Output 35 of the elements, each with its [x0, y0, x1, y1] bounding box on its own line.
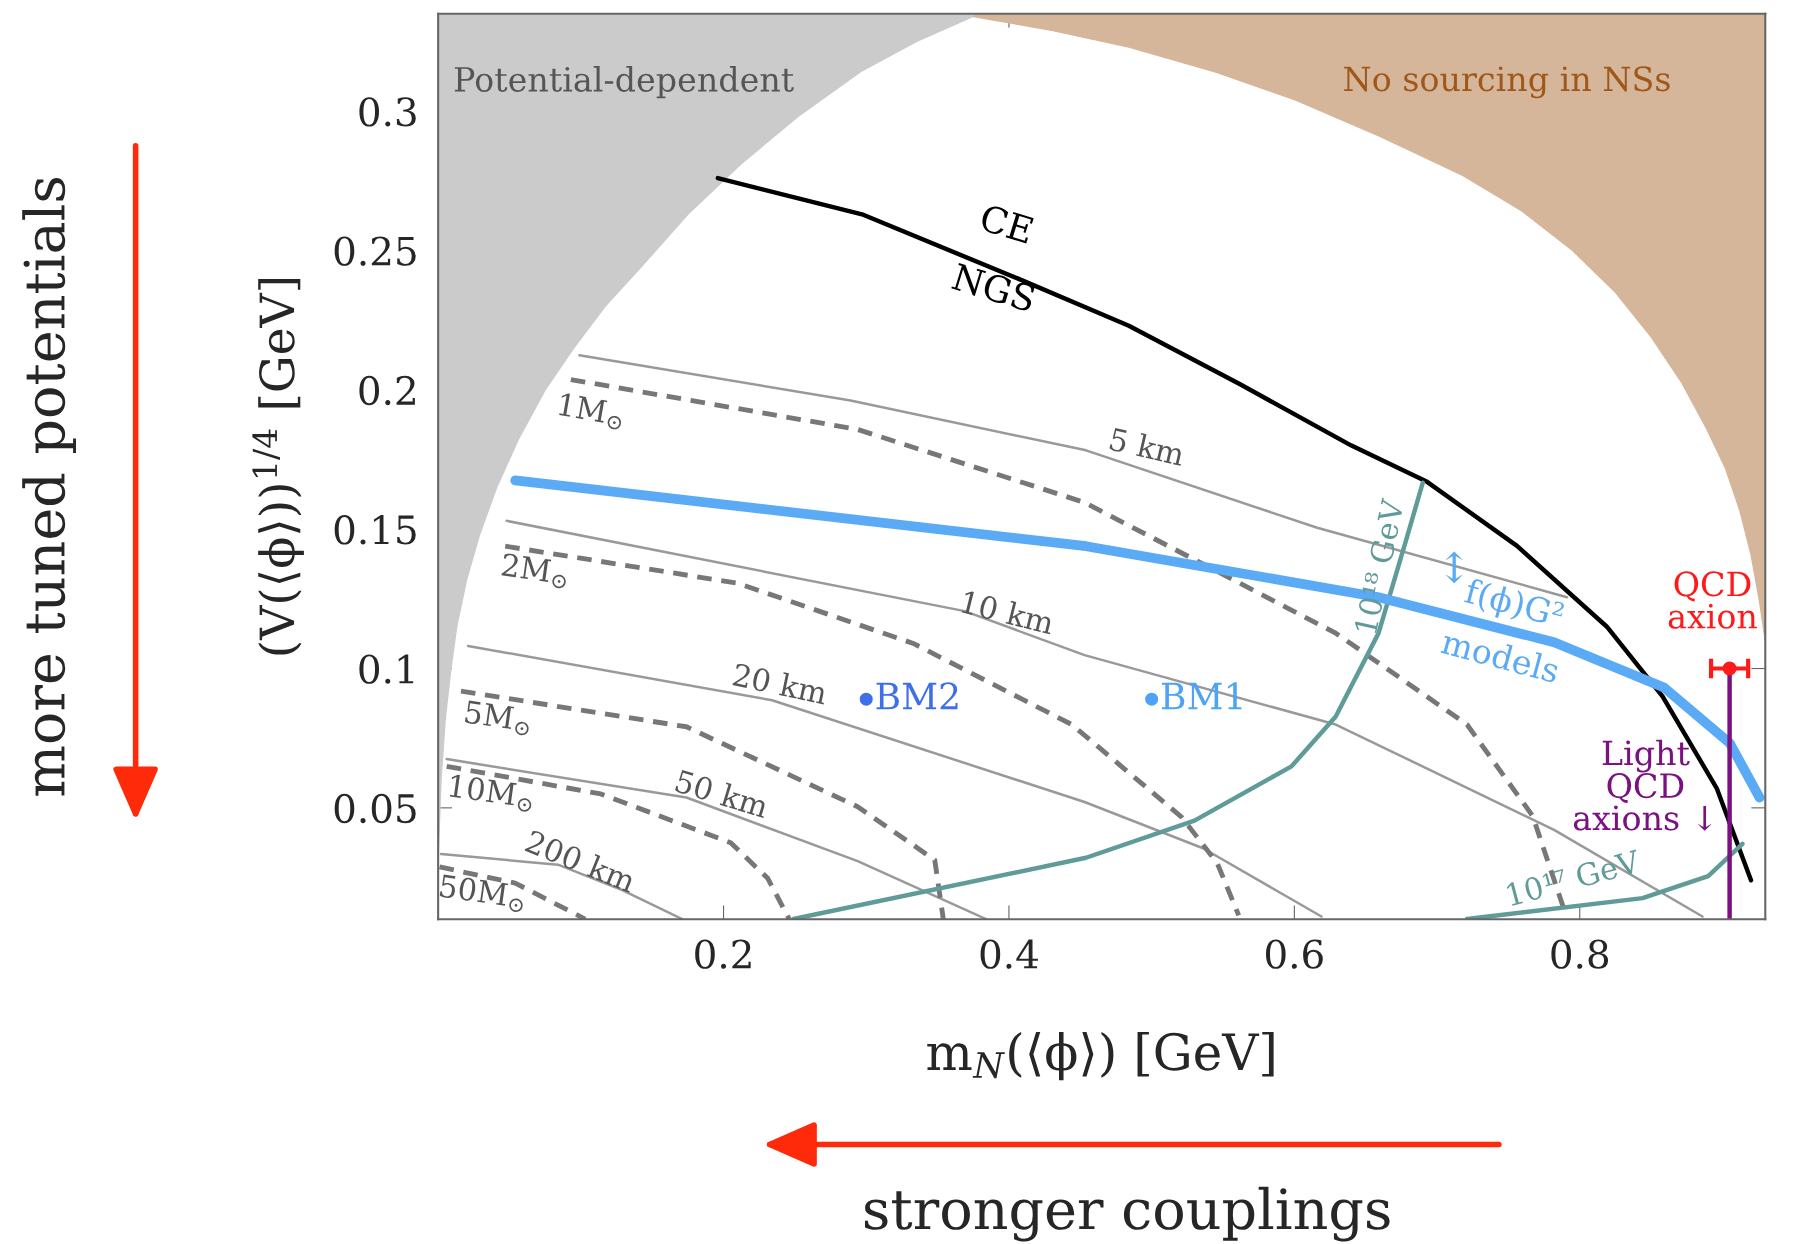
text: more tuned potentials — [22, 177, 76, 796]
annotation: 200 km — [524, 829, 638, 894]
annotation: 20 km — [732, 662, 829, 705]
annotation: 10¹⁷ GeV — [1506, 849, 1642, 907]
annotation: Potential-dependent — [454, 66, 794, 99]
annotation: 5M$_{⊙}$ — [464, 700, 532, 737]
x-tick-label: 0.6 — [1266, 939, 1323, 969]
annotation: CE — [979, 203, 1035, 244]
series-label: BM1 — [1161, 682, 1242, 710]
annotation: QCD axion — [1668, 571, 1757, 629]
annotation: No sourcing in NSs — [1344, 66, 1670, 99]
x-tick-label: 0.8 — [1551, 939, 1609, 969]
annotation: 50 km — [674, 768, 771, 819]
y-tick-label: 0.05 — [334, 793, 416, 824]
y-tick-label: 0.25 — [334, 236, 416, 266]
annotation: 10 km — [960, 589, 1056, 635]
annotation: 10M$_{⊙}$ — [448, 773, 535, 813]
y-tick-label: 0.3 — [359, 97, 416, 127]
annotation: 10¹⁸ GeV — [1353, 497, 1405, 634]
x-tick-label: 0.4 — [980, 939, 1038, 969]
x-tick-label: 0.2 — [695, 939, 751, 969]
text: stronger couplings — [864, 1186, 1390, 1242]
annotation: 1M$_{⊙}$ — [557, 392, 625, 431]
y-tick-label: 0.1 — [359, 654, 414, 684]
annotation: 2M$_{⊙}$ — [500, 552, 569, 590]
annotation: 5 km — [1109, 426, 1186, 467]
y-tick-label: 0.15 — [334, 515, 416, 545]
y-tick-label: 0.2 — [359, 375, 415, 406]
annotation: NGS — [951, 262, 1037, 313]
y-axis-title: (V(⟨ϕ⟩))$^{1/4}$ [GeV] — [252, 278, 304, 655]
annotation: Light QCD axions ↓ — [1573, 739, 1712, 831]
x-axis-title: m$_{N}$(⟨ϕ⟩) [GeV] — [927, 1031, 1274, 1081]
line-series — [1464, 841, 1745, 920]
series-label: BM2 — [876, 682, 958, 710]
annotation: 50M$_{⊙}$ — [438, 874, 526, 913]
